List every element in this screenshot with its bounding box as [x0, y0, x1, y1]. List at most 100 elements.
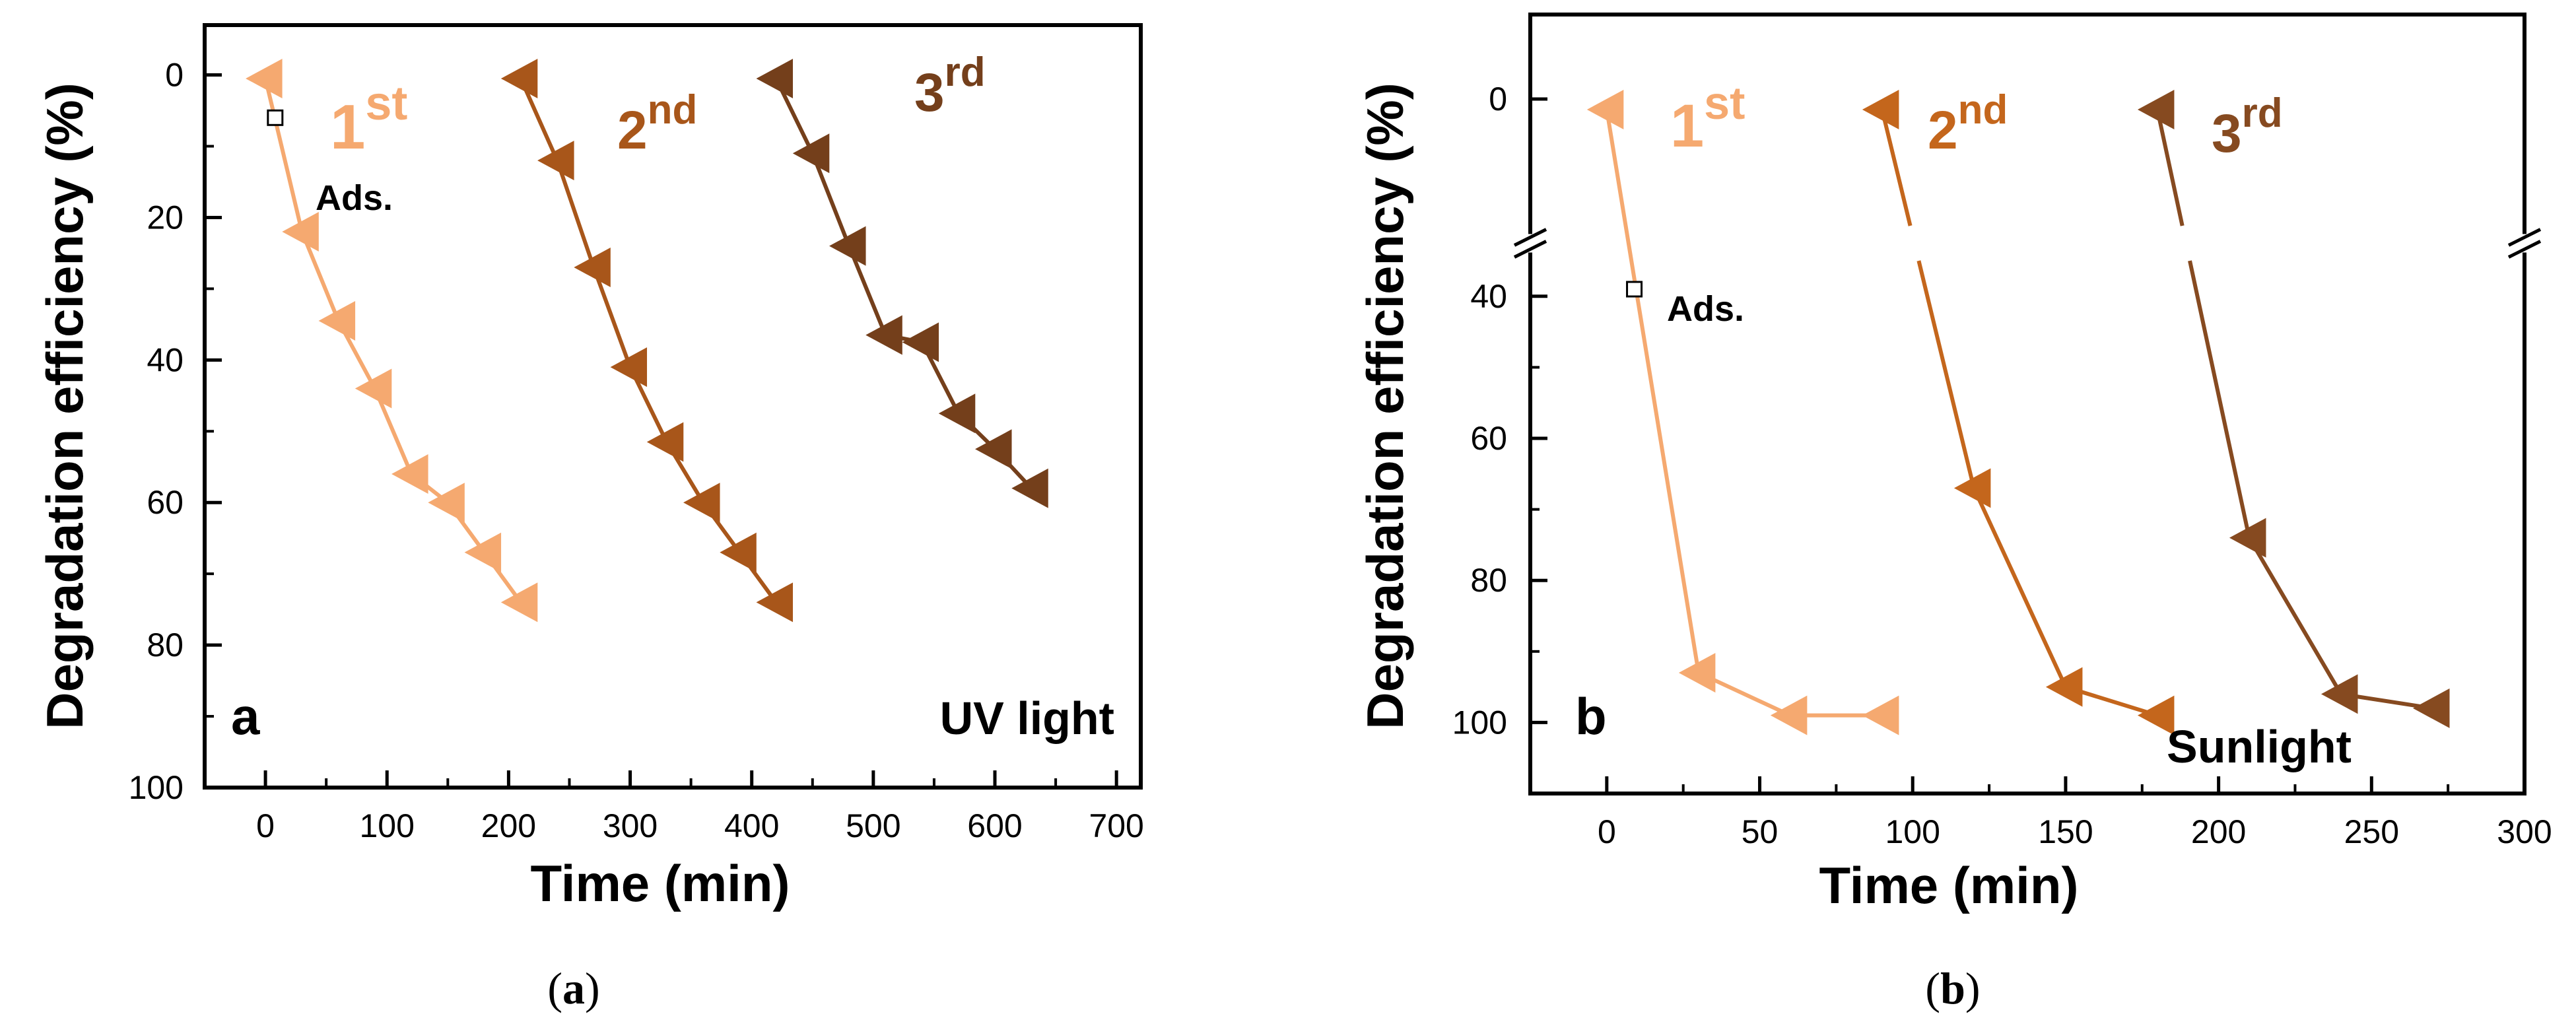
series-line-b-1st-0 [1604, 109, 1701, 673]
x-tick-label-a-2: 200 [481, 807, 536, 844]
data-point-b-1st-0 [1586, 90, 1624, 129]
axis-break-mark-1-0 [2507, 228, 2542, 247]
data-point-a-1st-7 [500, 582, 538, 623]
y-tick-label-b-2: 60 [1470, 420, 1507, 457]
x-tick-label-a-6: 600 [967, 807, 1022, 844]
y-axis-label-b: Degradation efficiency (%) [1356, 83, 1414, 729]
ads-point-b [1626, 281, 1643, 298]
y-tick-label-a-3: 60 [147, 484, 184, 521]
plot-frame-b [1528, 13, 2526, 795]
y-tick-label-b-3: 80 [1470, 562, 1507, 599]
series-line-b-2nd-0-upper [1880, 109, 1913, 226]
series-line-a-3rd-1 [810, 152, 851, 247]
data-point-a-2nd-2 [574, 248, 611, 288]
data-point-b-3rd-2 [2321, 674, 2358, 714]
data-point-b-1st-2 [1770, 695, 1808, 735]
chart-panel-a: 0 100 200 300 400 500 600 700 0 20 40 60 80 100 Degra… [36, 23, 1144, 912]
x-tick-label-b-5: 250 [2344, 813, 2399, 850]
x-tick-label-b-3: 150 [2038, 813, 2093, 850]
series-line-a-1st-3 [373, 388, 413, 475]
x-tick-label-a-4: 400 [724, 807, 779, 844]
caption-b: (b) [1925, 963, 1980, 1013]
data-point-b-3rd-3 [2412, 688, 2450, 728]
series-line-b-3rd-1 [2247, 537, 2343, 695]
series-label-2nd-a: 2nd [617, 87, 697, 160]
data-point-b-2nd-3 [2137, 695, 2175, 735]
data-point-b-1st-1 [1678, 653, 1716, 693]
data-point-a-1st-3 [355, 368, 392, 409]
data-point-b-3rd-1 [2229, 518, 2266, 558]
series-group-a [246, 58, 1048, 623]
ads-label-a: Ads. [316, 178, 393, 218]
data-point-a-3rd-3 [865, 315, 902, 355]
data-point-b-2nd-0 [1862, 90, 1899, 129]
data-point-a-1st-5 [428, 483, 465, 523]
series-label-3rd-a: 3rd [914, 50, 986, 123]
data-point-a-3rd-7 [1011, 468, 1048, 508]
data-point-b-2nd-2 [2045, 667, 2083, 707]
series-line-b-3rd-0-upper [2155, 109, 2185, 226]
x-tick-label-b-4: 200 [2191, 813, 2246, 850]
y-tick-label-a-2: 40 [147, 341, 184, 378]
series-line-b-3rd-0-lower [2188, 260, 2251, 539]
data-point-a-2nd-3 [610, 347, 648, 388]
axis-break-mark-1-1 [2507, 240, 2542, 259]
y-tick-label-b-4: 100 [1452, 704, 1507, 741]
data-point-a-2nd-0 [500, 58, 538, 98]
x-tick-label-a-5: 500 [846, 807, 900, 844]
tick-group-a: 0 100 200 300 400 500 600 700 0 20 40 60 80 100 [129, 57, 1144, 844]
y-axis-label-a: Degradation efficiency (%) [36, 83, 94, 729]
data-point-a-2nd-5 [683, 483, 720, 523]
tick-group-b: 0 50 100 150 200 250 300 0 40 60 80 100 [1452, 81, 2552, 850]
series-line-b-2nd-1 [1972, 487, 2068, 688]
data-point-a-3rd-1 [792, 133, 830, 174]
x-tick-label-a-1: 100 [360, 807, 415, 844]
series-line-b-2nd-0-lower [1916, 260, 1976, 489]
series-line-a-1st-1 [300, 230, 341, 322]
x-axis-label-a: Time (min) [531, 854, 790, 912]
panel-letter-b: b [1575, 687, 1607, 745]
ads-label-b: Ads. [1667, 289, 1744, 329]
data-point-a-1st-0 [246, 58, 283, 98]
data-point-a-2nd-4 [646, 422, 684, 462]
series-line-a-3rd-2 [847, 245, 888, 336]
axis-break-mark-0-1 [1513, 240, 1547, 259]
series-line-a-1st-0 [263, 78, 304, 232]
series-label-1st-b: 1st [1670, 77, 1745, 160]
series-label-3rd-b: 3rd [2212, 90, 2283, 164]
data-point-a-1st-4 [391, 454, 428, 494]
panel-letter-a: a [231, 687, 260, 745]
y-tick-label-a-0: 0 [165, 57, 184, 94]
x-tick-label-a-0: 0 [256, 807, 275, 844]
data-point-b-1st-3 [1862, 695, 1899, 735]
x-tick-label-a-7: 700 [1089, 807, 1143, 844]
condition-label-a: UV light [940, 693, 1114, 744]
y-tick-label-a-4: 80 [147, 626, 184, 663]
ads-point-a [267, 109, 284, 126]
y-tick-label-a-5: 100 [129, 769, 184, 806]
x-tick-label-a-3: 300 [603, 807, 658, 844]
series-line-a-2nd-1 [555, 160, 596, 268]
data-point-a-2nd-1 [537, 141, 574, 181]
chart-panel-b: 0 50 100 150 200 250 300 0 40 60 80 100 Degradation… [1356, 13, 2552, 914]
x-tick-label-b-2: 100 [1885, 813, 1940, 850]
data-point-a-1st-2 [318, 300, 356, 341]
axis-break-mark-0-0 [1513, 228, 1547, 247]
series-line-a-2nd-2 [592, 266, 632, 368]
series-label-1st-a: 1st [330, 77, 407, 162]
data-point-a-3rd-6 [975, 429, 1012, 469]
caption-a: (a) [547, 963, 599, 1013]
data-point-a-1st-6 [464, 532, 502, 572]
data-point-a-3rd-0 [756, 58, 794, 98]
y-tick-label-b-0: 0 [1489, 81, 1507, 118]
data-point-a-1st-1 [282, 212, 319, 252]
data-point-a-3rd-5 [938, 393, 976, 434]
data-point-a-2nd-6 [720, 532, 757, 572]
series-group-b [1586, 90, 2450, 735]
x-tick-label-b-1: 50 [1742, 813, 1779, 850]
data-point-a-2nd-7 [756, 582, 794, 623]
condition-label-b: Sunlight [2167, 721, 2352, 772]
y-tick-label-b-1: 40 [1470, 278, 1507, 315]
data-point-b-2nd-1 [1953, 468, 1991, 508]
